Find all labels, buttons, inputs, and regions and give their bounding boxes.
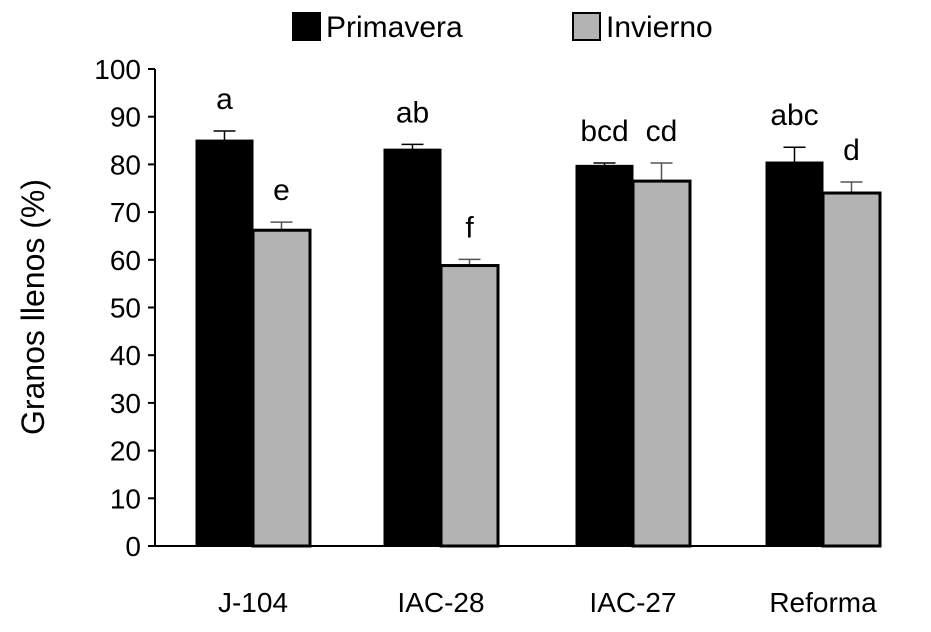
y-axis-label: Granos llenos (%) [15,179,51,435]
significance-letter: f [465,211,474,244]
y-tick-label: 0 [125,531,141,562]
significance-letter: d [843,134,860,167]
legend-label: Invierno [606,11,713,44]
significance-letter: bcd [580,115,628,148]
legend-swatch [292,12,321,41]
bars: a ab bcd abc e f cd d [195,83,882,548]
significance-letter: e [273,174,290,207]
y-tick-label: 40 [110,340,141,371]
bar-invierno [631,179,692,548]
y-tick-label: 30 [110,388,141,419]
y-tick-label: 50 [110,293,141,324]
bar-primavera [575,164,634,547]
x-tick-label: IAC-27 [589,587,676,618]
y-tick-label: 100 [94,54,141,85]
y-tick-label: 10 [110,483,141,514]
significance-letter: ab [396,96,429,129]
bar-primavera [383,148,442,547]
legend-swatch [572,12,601,41]
significance-letter: a [216,83,233,116]
y-tick-label: 80 [110,149,141,180]
bar-primavera [765,161,824,547]
bar-invierno [821,191,882,548]
x-tick-label: IAC-28 [397,587,484,618]
x-tick-label: J-104 [218,587,288,618]
legend-label: Primavera [326,11,463,44]
bar-invierno [251,228,312,548]
x-axis: J-104 IAC-28 IAC-27 Reforma [155,545,880,618]
y-tick-label: 60 [110,245,141,276]
bar-primavera [195,139,254,547]
y-tick-label: 70 [110,197,141,228]
legend: Primavera Invierno [292,11,713,44]
y-axis: 0 10 20 30 40 50 60 70 80 90 100 [94,54,156,562]
significance-letter: cd [646,115,678,148]
y-tick-label: 20 [110,436,141,467]
bar-invierno [439,264,500,548]
significance-letter: abc [770,99,818,132]
x-tick-label: Reforma [769,587,877,618]
y-tick-label: 90 [110,102,141,133]
